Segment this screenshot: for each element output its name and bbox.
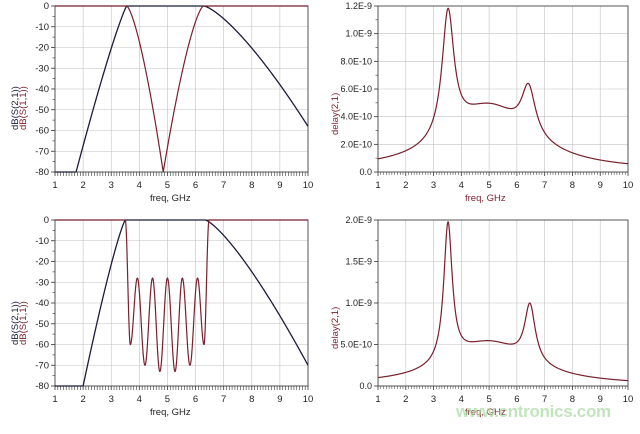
svg-text:1: 1 [375,394,380,405]
svg-text:5: 5 [165,394,170,405]
svg-text:4.0E-10: 4.0E-10 [340,112,372,122]
svg-text:-60: -60 [35,126,49,137]
svg-text:10: 10 [303,394,314,405]
svg-text:0.0: 0.0 [359,381,372,391]
svg-text:3: 3 [431,180,436,191]
svg-text:2: 2 [403,394,408,405]
svg-text:-20: -20 [35,43,49,54]
svg-text:1: 1 [375,180,380,191]
svg-text:8.0E-10: 8.0E-10 [340,56,372,66]
svg-text:-80: -80 [35,167,49,178]
svg-text:-60: -60 [35,340,49,351]
svg-text:3: 3 [109,180,114,191]
svg-text:-20: -20 [35,257,49,268]
svg-text:6.0E-10: 6.0E-10 [340,84,372,94]
svg-text:10: 10 [623,394,634,405]
svg-text:4: 4 [459,180,464,191]
svg-text:5.0E-10: 5.0E-10 [340,340,372,350]
svg-text:6: 6 [193,180,198,191]
svg-text:8: 8 [570,180,575,191]
svg-text:-10: -10 [35,236,49,247]
svg-text:4: 4 [137,180,142,191]
svg-text:-50: -50 [35,105,49,116]
svg-text:-40: -40 [35,298,49,309]
svg-text:0: 0 [44,1,49,12]
svg-text:1.0E-9: 1.0E-9 [345,298,372,308]
svg-text:9: 9 [277,394,282,405]
svg-text:2.0E-9: 2.0E-9 [345,215,372,225]
svg-text:-50: -50 [35,319,49,330]
svg-text:5: 5 [486,180,491,191]
svg-text:6: 6 [514,180,519,191]
svg-text:4: 4 [137,394,142,405]
svg-text:-30: -30 [35,63,49,74]
svg-text:-40: -40 [35,84,49,95]
svg-text:3: 3 [431,394,436,405]
svg-text:9: 9 [598,180,603,191]
svg-text:3: 3 [109,394,114,405]
svg-text:6: 6 [193,394,198,405]
svg-text:1.2E-9: 1.2E-9 [345,1,372,11]
svg-text:2: 2 [403,180,408,191]
svg-text:7: 7 [221,394,226,405]
svg-text:9: 9 [277,180,282,191]
svg-text:8: 8 [249,180,254,191]
svg-text:-80: -80 [35,381,49,392]
svg-text:-10: -10 [35,22,49,33]
svg-text:1.5E-9: 1.5E-9 [345,257,372,267]
svg-text:-30: -30 [35,277,49,288]
svg-text:1: 1 [52,180,57,191]
svg-text:7: 7 [221,180,226,191]
svg-text:7: 7 [542,180,547,191]
svg-text:2.0E-10: 2.0E-10 [340,139,372,149]
svg-text:-70: -70 [35,360,49,371]
svg-text:1.0E-9: 1.0E-9 [345,29,372,39]
svg-text:0.0: 0.0 [359,167,372,177]
svg-text:8: 8 [249,394,254,405]
svg-text:2: 2 [80,394,85,405]
svg-text:0: 0 [44,215,49,226]
svg-text:1: 1 [52,394,57,405]
svg-text:10: 10 [303,180,314,191]
svg-text:2: 2 [80,180,85,191]
svg-text:-70: -70 [35,146,49,157]
svg-text:5: 5 [165,180,170,191]
svg-text:10: 10 [623,180,634,191]
